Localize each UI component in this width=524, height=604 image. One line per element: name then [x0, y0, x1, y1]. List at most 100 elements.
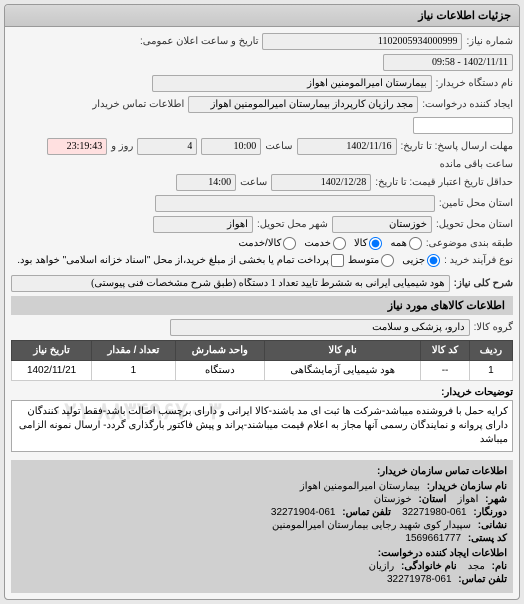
pt-minor-option[interactable]: جزیی	[402, 254, 440, 267]
need-title-field	[11, 275, 450, 292]
cat-all-option[interactable]: همه	[390, 237, 421, 250]
buyer-contact-field[interactable]	[413, 117, 513, 134]
cat-all-radio[interactable]	[409, 237, 422, 250]
cat-service-radio[interactable]	[333, 237, 346, 250]
contact-fax-label: دورنگار:	[473, 507, 507, 518]
row-category: طبقه بندی موضوعی: همه کالا خدمت کالا/خدم…	[11, 237, 513, 250]
panel-body: شماره نیاز: تاریخ و ساعت اعلان عمومی: نا…	[5, 27, 519, 599]
purchase-type-radio-group: جزیی متوسط	[348, 254, 440, 267]
row-validity: حداقل تاریخ اعتبار قیمت: تا تاریخ: ساعت	[11, 174, 513, 191]
td-qty: 1	[92, 361, 175, 381]
goods-group-field	[170, 319, 470, 336]
contact-postal: 1569661777	[405, 533, 461, 544]
delivery-province-field	[332, 216, 432, 233]
treasury-checkbox-wrap[interactable]: پرداخت تمام یا بخشى از مبلغ خرید،از محل …	[17, 254, 344, 267]
contact-province-label: استان:	[419, 494, 447, 505]
cat-goods-service-option[interactable]: کالا/خدمت	[238, 237, 296, 250]
announce-datetime-field	[383, 54, 513, 71]
response-date-field	[297, 138, 397, 155]
contact-org-label: نام سازمان خریدار:	[427, 481, 507, 492]
buyer-contact-label: اطلاعات تماس خریدار	[92, 99, 184, 110]
buyer-org-label: نام دستگاه خریدار:	[436, 78, 513, 89]
table-header-row: ردیف کد کالا نام کالا واحد شمارش تعداد /…	[12, 341, 513, 361]
contact-address-label: نشانی:	[478, 520, 507, 531]
row-delivery: استان محل تحویل: شهر محل تحویل:	[11, 216, 513, 233]
row-response-deadline: مهلت ارسال پاسخ: تا تاریخ: ساعت روز و سا…	[11, 138, 513, 170]
request-number-label: شماره نیاز:	[466, 36, 513, 47]
delivery-city-field	[153, 216, 253, 233]
cat-service-option[interactable]: خدمت	[304, 237, 346, 250]
contact-name-label: نام:	[492, 561, 507, 572]
details-panel: جزئیات اطلاعات نیاز شماره نیاز: تاریخ و …	[4, 4, 520, 600]
category-label: طبقه بندی موضوعی:	[426, 238, 513, 249]
purchase-type-label: نوع فرآیند خرید :	[444, 255, 513, 266]
goods-group-label: گروه کالا:	[474, 322, 513, 333]
request-number-field	[262, 33, 462, 50]
td-unit: دستگاه	[175, 361, 264, 381]
contact-postal-row: کد پستی: 1569661777	[17, 533, 507, 544]
time-label-2: ساعت	[240, 177, 267, 188]
treasury-checkbox[interactable]	[331, 254, 344, 267]
pt-medium-option[interactable]: متوسط	[348, 254, 394, 267]
description-text: کرایه حمل با فروشنده میباشد-شرکت ها ثبت …	[11, 400, 513, 452]
th-name: نام کالا	[265, 341, 421, 361]
goods-section-title: اطلاعات کالاهای مورد نیاز	[11, 296, 513, 315]
row-creator: ایجاد کننده درخواست: اطلاعات تماس خریدار	[11, 96, 513, 134]
contact-name: مجد	[468, 561, 485, 572]
creator-title: اطلاعات ایجاد کننده درخواست:	[17, 548, 507, 559]
days-remaining-field	[137, 138, 197, 155]
row-goods-group: گروه کالا:	[11, 319, 513, 336]
description-section: توضیحات خریدار: کرایه حمل با فروشنده میب…	[11, 387, 513, 452]
contact-phone: 061-32271904	[271, 507, 336, 518]
td-row: 1	[469, 361, 512, 381]
contact-title: اطلاعات تماس سازمان خریدار:	[17, 466, 507, 477]
pt-medium-radio[interactable]	[381, 254, 394, 267]
row-supply-province: استان محل تامین:	[11, 195, 513, 212]
row-request-number: شماره نیاز: تاریخ و ساعت اعلان عمومی:	[11, 33, 513, 71]
cat-goods-radio[interactable]	[369, 237, 382, 250]
contact-province: خوزستان	[374, 494, 412, 505]
creator-field	[188, 96, 418, 113]
category-radio-group: همه کالا خدمت کالا/خدمت	[238, 237, 421, 250]
pt-minor-radio[interactable]	[427, 254, 440, 267]
contact-address: سپيدار کوی شهید رجایی بیمارستان امیرالمو…	[272, 520, 471, 531]
th-date: تاریخ نیاز	[12, 341, 92, 361]
cat-goods-option[interactable]: کالا	[354, 237, 383, 250]
delivery-city-label: شهر محل تحویل:	[257, 219, 328, 230]
description-label: توضیحات خریدار:	[11, 387, 513, 398]
contact-phone-label: تلفن تماس:	[342, 507, 391, 518]
row-need-title: شرح کلی نیاز:	[11, 275, 513, 292]
cat-goods-service-radio[interactable]	[283, 237, 296, 250]
panel-title: جزئیات اطلاعات نیاز	[5, 5, 519, 27]
contact-section: اطلاعات تماس سازمان خریدار: نام سازمان خ…	[11, 460, 513, 593]
contact-postal-label: کد پستی:	[468, 533, 507, 544]
contact-org-row: نام سازمان خریدار: بیمارستان امیرالمومنی…	[17, 481, 507, 492]
contact-city-label: شهر:	[485, 494, 507, 505]
th-unit: واحد شمارش	[175, 341, 264, 361]
creator-label: ایجاد کننده درخواست:	[422, 99, 513, 110]
td-date: 1402/11/21	[12, 361, 92, 381]
supply-province-field	[155, 195, 435, 212]
response-deadline-label: مهلت ارسال پاسخ: تا تاریخ:	[401, 141, 513, 152]
goods-table: ردیف کد کالا نام کالا واحد شمارش تعداد /…	[11, 340, 513, 381]
announce-datetime-label: تاریخ و ساعت اعلان عمومی:	[140, 36, 259, 47]
contact-fax: 061-32271980	[402, 507, 467, 518]
th-row: ردیف	[469, 341, 512, 361]
treasury-note: پرداخت تمام یا بخشى از مبلغ خرید،از محل …	[17, 255, 329, 266]
td-name: هود شیمیایی آزمایشگاهى	[265, 361, 421, 381]
supply-province-label: استان محل تامین:	[439, 198, 513, 209]
row-buyer-org: نام دستگاه خریدار:	[11, 75, 513, 92]
th-qty: تعداد / مقدار	[92, 341, 175, 361]
time-remaining-field	[47, 138, 107, 155]
validity-time-field	[176, 174, 236, 191]
buyer-org-field	[152, 75, 432, 92]
response-time-field	[201, 138, 261, 155]
contact-fax-row: دورنگار: 061-32271980 تلفن تماس: 061-322…	[17, 507, 507, 518]
contact-family: رازیان	[369, 561, 395, 572]
validity-date-field	[271, 174, 371, 191]
td-code: --	[421, 361, 470, 381]
th-code: کد کالا	[421, 341, 470, 361]
delivery-province-label: استان محل تحویل:	[436, 219, 513, 230]
remaining-label: ساعت باقی مانده	[440, 159, 513, 170]
days-label: روز و	[111, 141, 133, 152]
